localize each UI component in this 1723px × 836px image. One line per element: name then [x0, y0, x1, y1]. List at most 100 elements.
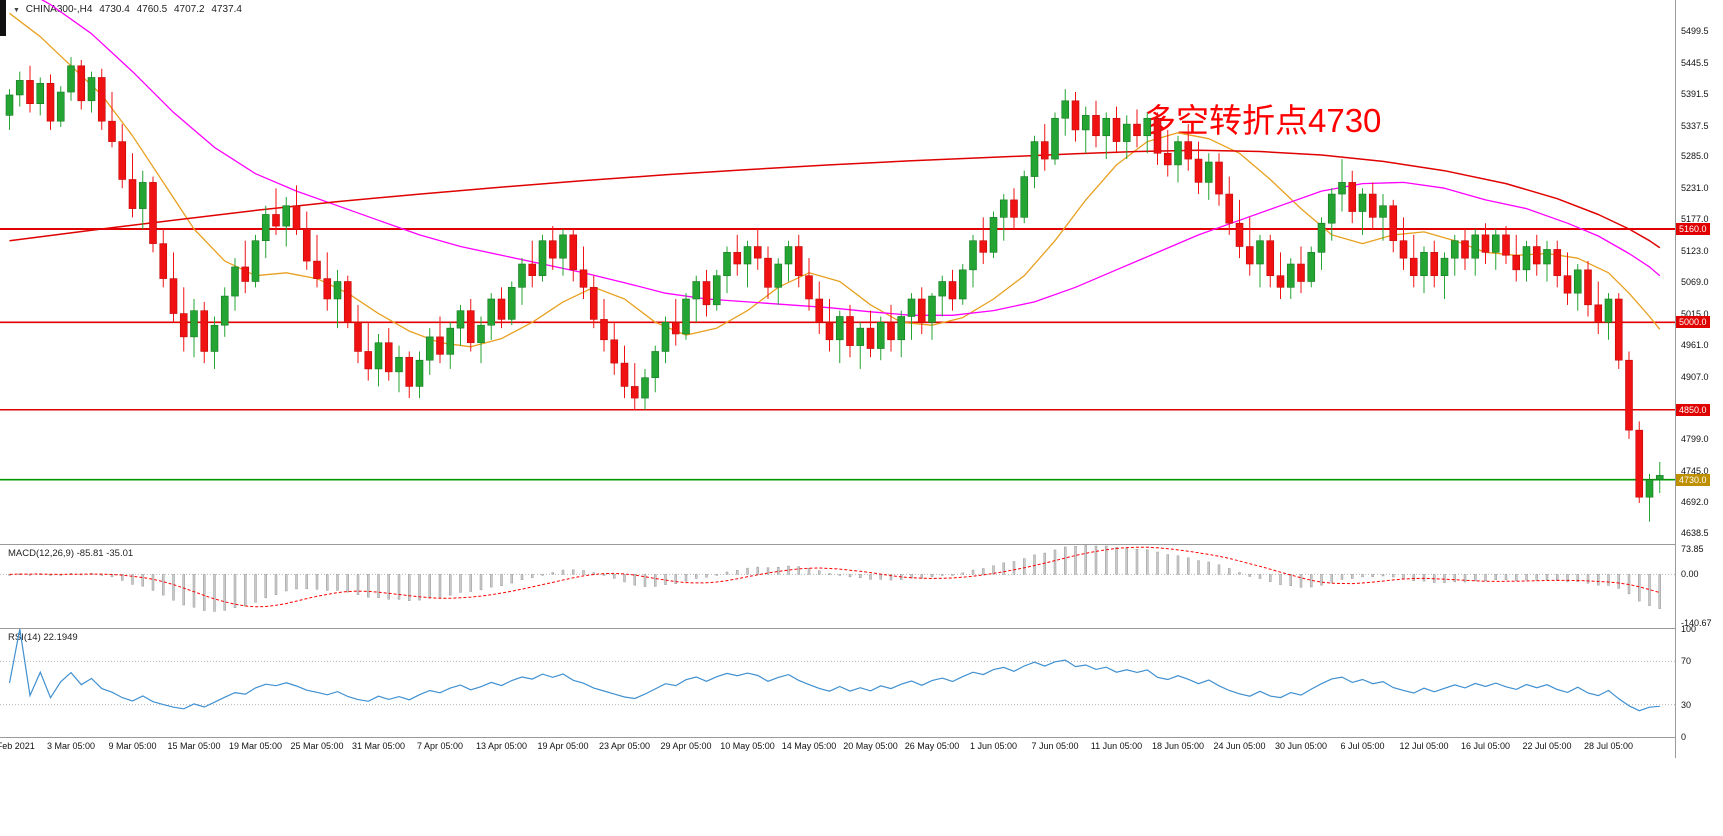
macd-histogram-bar	[1392, 574, 1395, 578]
candle-body	[1450, 240, 1459, 259]
rsi-axis-tick: 30	[1681, 699, 1692, 710]
macd-histogram-bar	[869, 574, 872, 580]
candle-body	[1471, 234, 1480, 259]
price-axis-tick: 5177.0	[1681, 214, 1709, 225]
macd-histogram-bar	[377, 574, 380, 598]
candle-body	[733, 252, 742, 265]
macd-histogram-bar	[408, 574, 411, 601]
macd-histogram-bar	[848, 574, 852, 578]
macd-histogram-bar	[930, 574, 934, 578]
candle-body	[958, 269, 967, 300]
candle-body	[897, 316, 906, 341]
candle-body	[477, 324, 485, 344]
candle-body	[487, 298, 496, 326]
candle-body	[1553, 249, 1562, 276]
candle-body	[846, 316, 854, 346]
candle-body	[56, 91, 65, 122]
macd-histogram-bar	[1412, 574, 1415, 581]
candle-body	[1174, 141, 1182, 166]
candle-body	[1338, 182, 1346, 195]
macd-histogram-bar	[551, 572, 554, 575]
symbol-timeframe-label: CHINA300-,H4	[25, 4, 93, 15]
rsi-axis-tick: 70	[1681, 656, 1692, 667]
candle-body	[569, 234, 578, 271]
macd-histogram-bar	[1330, 574, 1333, 583]
macd-histogram-bar	[1422, 574, 1426, 582]
date-axis-label: 23 Apr 05:00	[598, 741, 651, 751]
candle-body	[1399, 240, 1408, 259]
macd-histogram-bar	[367, 574, 370, 598]
rsi-axis-tick: 0	[1681, 732, 1687, 742]
candle-body	[641, 377, 649, 399]
price-chart-canvas[interactable]	[0, 0, 1675, 543]
macd-histogram-bar	[1320, 574, 1323, 586]
macd-histogram-bar	[1638, 574, 1641, 602]
panel-separator[interactable]	[0, 544, 1675, 545]
candle-body	[1522, 246, 1531, 271]
candle-body	[1543, 249, 1551, 265]
macd-histogram-bar	[346, 574, 349, 593]
macd-histogram-bar	[684, 574, 688, 582]
date-axis-label: 19 Mar 05:00	[228, 741, 283, 751]
candle-body	[1635, 429, 1644, 498]
candle-body	[1307, 252, 1316, 282]
price-axis-tick: 5445.5	[1681, 57, 1709, 68]
candle-body	[210, 324, 219, 352]
macd-histogram-bar	[1115, 547, 1118, 575]
macd-histogram-bar	[1576, 574, 1579, 583]
window-edge-bar	[0, 0, 6, 36]
candle-body	[887, 322, 895, 341]
candle-body	[1010, 199, 1018, 218]
macd-histogram-bar	[1556, 574, 1559, 581]
rsi-line	[8, 629, 1660, 712]
macd-histogram-bar	[1156, 551, 1159, 575]
candle-body	[1573, 269, 1582, 294]
candle-body	[46, 82, 55, 122]
candle-body	[1102, 117, 1111, 137]
candle-body	[1327, 193, 1336, 224]
ohlc-low: 4707.2	[173, 4, 205, 15]
candle-body	[67, 65, 75, 93]
macd-histogram-bar	[859, 574, 862, 578]
macd-histogram-bar	[1340, 574, 1344, 580]
macd-histogram-bar	[1474, 574, 1477, 582]
candle-body	[97, 77, 106, 122]
candle-body	[1604, 298, 1613, 323]
date-axis-label: 11 Jun 05:00	[1090, 741, 1143, 751]
macd-histogram-bar	[664, 574, 667, 585]
candle-body	[425, 336, 434, 361]
candle-body	[1163, 152, 1172, 166]
macd-histogram-bar	[971, 569, 975, 575]
price-axis-tick: 4638.5	[1681, 528, 1709, 539]
candle-body	[1225, 193, 1234, 224]
macd-axis-tick: -140.67	[1681, 618, 1712, 629]
rsi-axis-tick: 100	[1681, 624, 1697, 634]
candle-body	[723, 252, 731, 276]
macd-histogram-bar	[818, 570, 821, 575]
macd-histogram-bar	[490, 574, 493, 588]
candle-body	[313, 260, 321, 279]
date-axis-label: 26 May 05:00	[904, 741, 960, 751]
macd-histogram-bar	[264, 574, 267, 599]
candle-body	[712, 275, 721, 306]
candle-body	[579, 269, 588, 288]
candle-body	[149, 182, 157, 244]
rsi-panel-canvas[interactable]	[0, 629, 1675, 737]
date-axis-label: 19 Apr 05:00	[537, 741, 589, 751]
panel-separator[interactable]	[0, 628, 1675, 629]
candle-body	[1348, 182, 1357, 212]
candle-body	[620, 362, 629, 387]
macd-panel-canvas[interactable]	[0, 545, 1675, 628]
candle-body	[774, 263, 783, 288]
candle-body	[1625, 359, 1633, 431]
candle-body	[108, 120, 116, 142]
macd-histogram-bar	[1361, 574, 1364, 578]
candle-body	[1112, 117, 1121, 142]
date-axis-label: 29 Apr 05:00	[660, 741, 712, 751]
date-axis-label: 14 May 05:00	[781, 741, 837, 751]
candle-body	[354, 322, 362, 352]
date-axis-label: 20 May 05:00	[843, 741, 898, 751]
candle-body	[651, 351, 660, 378]
symbol-dropdown-icon[interactable]: ▼	[13, 7, 20, 14]
candle-body	[1379, 205, 1387, 218]
